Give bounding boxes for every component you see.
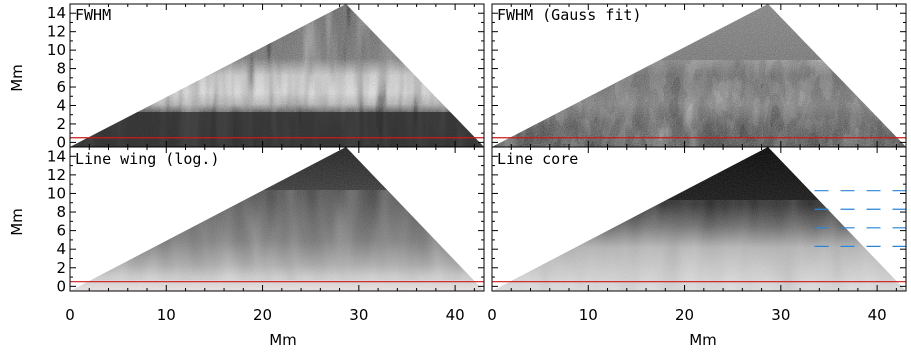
y-tick-label: 6 <box>56 222 66 240</box>
panel-title-fwhm: FWHM <box>75 6 111 24</box>
y-tick-label: 0 <box>56 133 66 151</box>
x-tick-label: 0 <box>487 306 497 324</box>
panel-title-wing: Line wing (log.) <box>75 150 220 168</box>
reference-lines <box>70 137 906 283</box>
y-tick-label: 14 <box>47 147 66 165</box>
y-tick-label: 0 <box>56 277 66 295</box>
panel-wing-image <box>70 147 484 291</box>
x-tick-label: 10 <box>157 306 176 324</box>
y-tick-label: 6 <box>56 78 66 96</box>
panel-frame-wing <box>69 146 485 292</box>
x-tick-label: 20 <box>253 306 272 324</box>
x-tick-label: 0 <box>65 306 75 324</box>
x-tick-label: 10 <box>579 306 598 324</box>
y-tick-label: 2 <box>56 115 66 133</box>
panel-title-core: Line core <box>497 150 578 168</box>
y-tick-label: 8 <box>56 203 66 221</box>
x-tick-label: 40 <box>446 306 465 324</box>
y-tick-label: 4 <box>56 96 66 114</box>
panel-fwhm-image <box>70 4 484 147</box>
panel-title-gauss: FWHM (Gauss fit) <box>497 6 642 24</box>
x-tick-label: 20 <box>675 306 694 324</box>
y-tick-label: 2 <box>56 259 66 277</box>
panel-frame-core <box>491 146 907 292</box>
y-tick-label: 10 <box>47 41 66 59</box>
x-tick-label: 40 <box>868 306 887 324</box>
y-tick-label: 4 <box>56 240 66 258</box>
y-tick-label: 14 <box>47 4 66 22</box>
panel-gauss-image <box>492 4 906 147</box>
panel-core-image <box>492 147 906 291</box>
y-axis-label-top: Mm <box>8 64 26 92</box>
x-tick-label: 30 <box>349 306 368 324</box>
x-axis-label-right: Mm <box>689 331 717 349</box>
y-tick-label: 12 <box>47 23 66 41</box>
y-tick-label: 10 <box>47 184 66 202</box>
panel-frames <box>69 3 907 292</box>
x-axis-label-left: Mm <box>269 331 297 349</box>
y-tick-label: 12 <box>47 166 66 184</box>
y-tick-label: 8 <box>56 60 66 78</box>
y-axis-label-bottom: Mm <box>8 208 26 236</box>
x-tick-label: 30 <box>771 306 790 324</box>
